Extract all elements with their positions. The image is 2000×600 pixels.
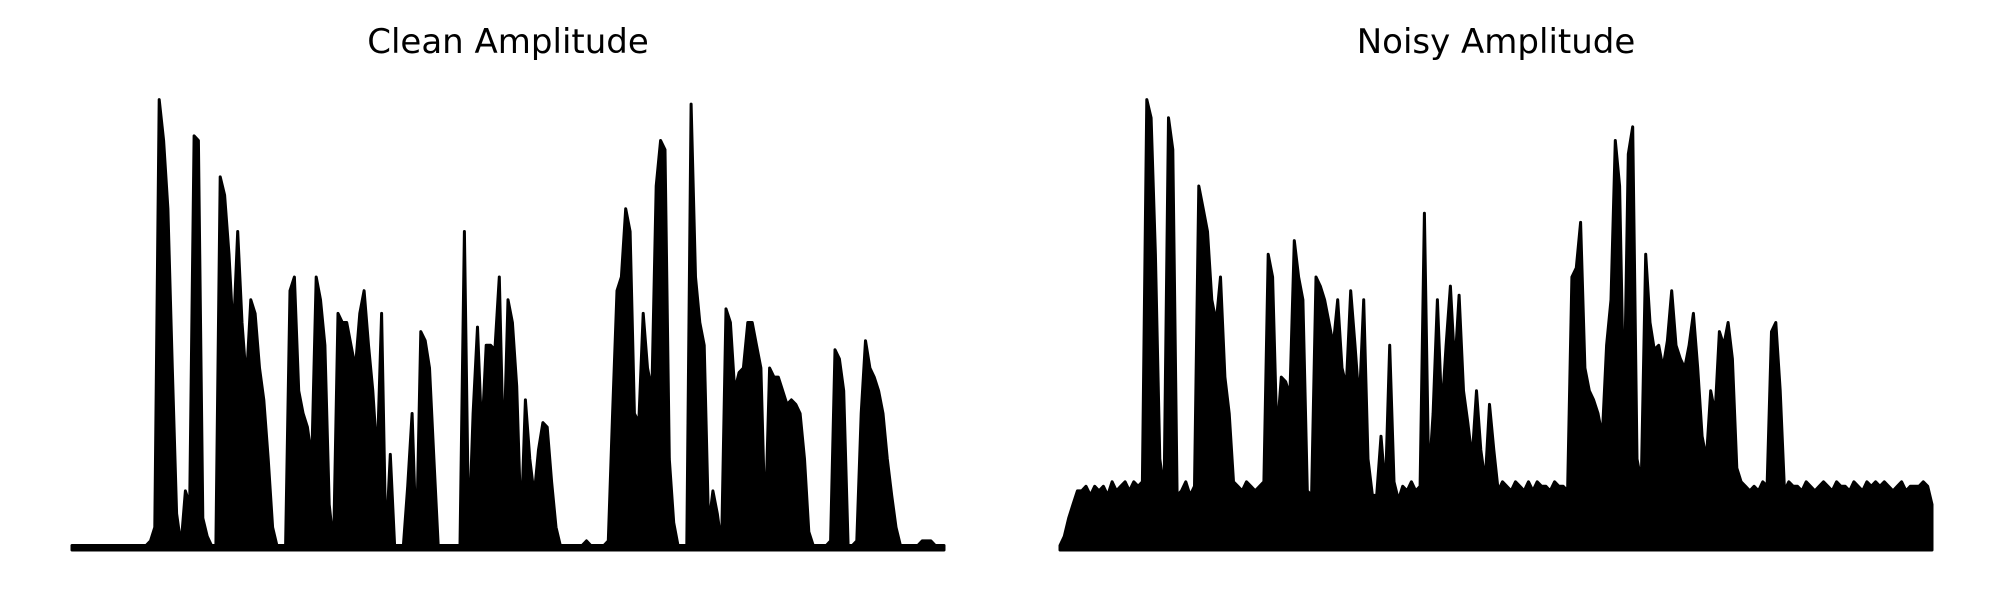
clean-amplitude-envelope [70, 98, 946, 552]
noisy-amplitude-panel [1058, 98, 1934, 552]
noisy-amplitude-envelope [1058, 98, 1934, 552]
clean-amplitude-panel [70, 98, 946, 552]
noisy-amplitude-title: Noisy Amplitude [1356, 22, 1636, 62]
clean-amplitude-title: Clean Amplitude [367, 22, 649, 62]
